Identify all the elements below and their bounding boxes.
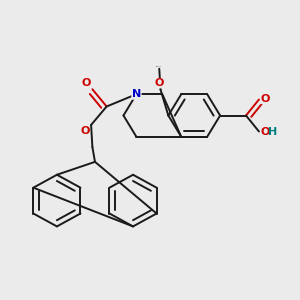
- Text: H: H: [268, 127, 277, 137]
- Text: O: O: [260, 127, 270, 137]
- Text: N: N: [132, 89, 141, 99]
- Text: methoxy: methoxy: [156, 66, 162, 67]
- Text: O: O: [80, 126, 89, 136]
- Text: O: O: [81, 78, 91, 88]
- Text: O: O: [260, 94, 270, 104]
- Text: O: O: [154, 78, 164, 88]
